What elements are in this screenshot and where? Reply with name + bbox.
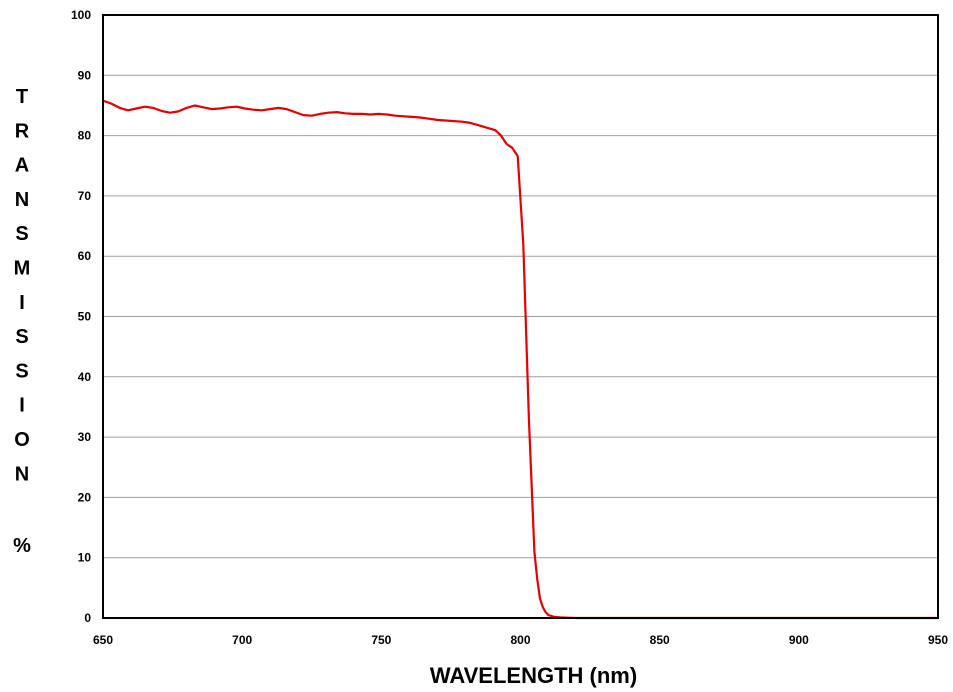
y-tick-label: 50 <box>78 310 92 324</box>
y-axis-label-char: S <box>15 223 28 245</box>
x-tick-label: 850 <box>650 633 670 647</box>
transmission-curve <box>102 99 938 620</box>
x-tick-label: 700 <box>232 633 252 647</box>
series-layer <box>102 99 938 620</box>
y-axis-label-char: I <box>19 292 25 314</box>
x-axis-label: WAVELENGTH (nm) <box>430 663 637 688</box>
y-tick-label: 20 <box>78 490 92 504</box>
x-tick-label: 750 <box>371 633 391 647</box>
y-axis-label-char: I <box>19 395 25 417</box>
x-tick-label: 900 <box>789 633 809 647</box>
y-axis-label-char: R <box>15 120 30 142</box>
x-tick-label: 950 <box>928 633 948 647</box>
y-tick-label: 60 <box>78 249 92 263</box>
x-tick-labels: 650 700 750 800 850 900 950 <box>93 633 948 647</box>
y-axis-label-char: N <box>15 189 29 211</box>
y-tick-label: 10 <box>78 551 92 565</box>
y-axis-label-char: O <box>14 429 30 451</box>
y-tick-labels: 0 10 20 30 40 50 60 70 80 90 100 <box>71 8 91 625</box>
y-tick-label: 70 <box>78 189 92 203</box>
plot-area-frame <box>102 14 939 619</box>
y-axis-label-char: T <box>16 86 28 108</box>
y-axis-label-char: M <box>14 258 31 280</box>
y-axis-label-char: S <box>15 360 28 382</box>
y-tick-label: 100 <box>71 8 91 22</box>
y-tick-label: 80 <box>78 129 92 143</box>
y-tick-label: 30 <box>78 430 92 444</box>
y-axis-label-char: S <box>15 326 28 348</box>
x-tick-label: 800 <box>510 633 530 647</box>
y-axis-label-char: A <box>15 155 29 177</box>
x-tick-label: 650 <box>93 633 113 647</box>
y-tick-label: 90 <box>78 68 92 82</box>
gridlines <box>103 74 938 559</box>
y-tick-label: 40 <box>78 370 92 384</box>
y-tick-label: 0 <box>84 611 91 625</box>
y-axis-unit: % <box>13 535 31 557</box>
y-axis-label-char: N <box>15 463 29 485</box>
